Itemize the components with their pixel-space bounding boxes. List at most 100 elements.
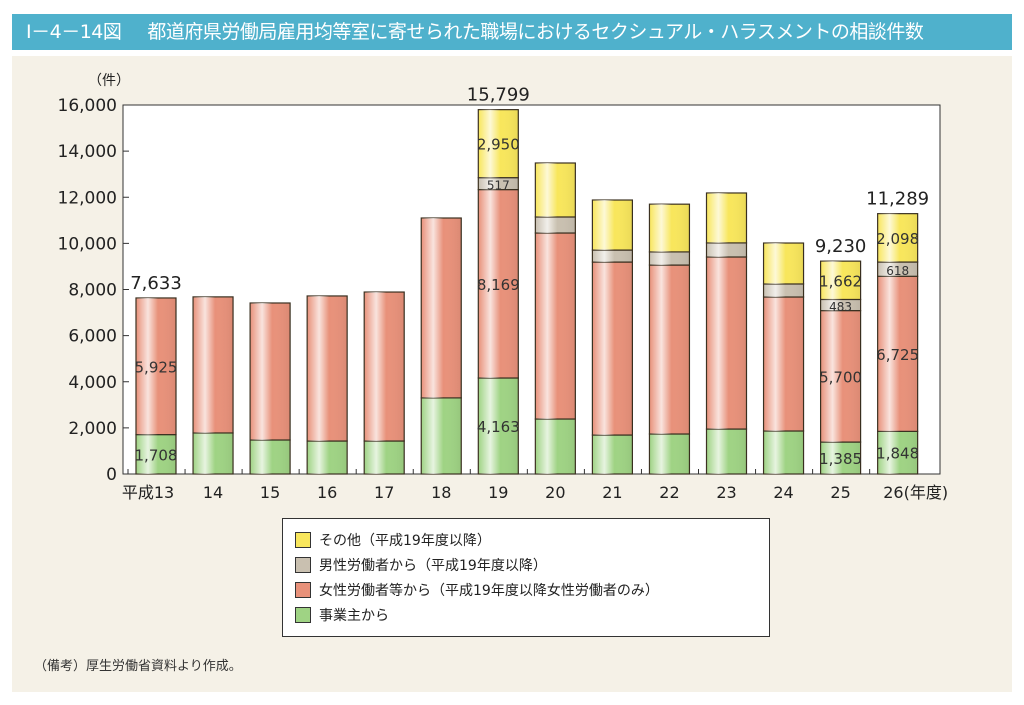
bar-highlight bbox=[535, 216, 576, 233]
data-label: 6,725 bbox=[876, 346, 919, 364]
bar-highlight bbox=[307, 295, 348, 442]
bar-highlight bbox=[535, 232, 576, 419]
data-label: 1,662 bbox=[819, 272, 862, 290]
bar-highlight bbox=[364, 441, 405, 474]
bar-highlight bbox=[763, 430, 804, 474]
bar-highlight bbox=[649, 204, 690, 252]
bar-highlight bbox=[136, 297, 176, 435]
figure-number: Ⅰ－4－14図 bbox=[26, 21, 122, 43]
x-tick-label: 14 bbox=[203, 483, 223, 502]
bar-highlight bbox=[706, 429, 747, 474]
bar-highlight bbox=[307, 441, 348, 474]
total-label: 15,799 bbox=[467, 85, 530, 106]
x-tick-label: 平成13 bbox=[122, 483, 174, 502]
x-tick-label: 22 bbox=[659, 483, 679, 502]
data-label: 1,848 bbox=[876, 445, 919, 463]
bar-highlight bbox=[877, 431, 918, 474]
legend-item: その他（平成19年度以降） bbox=[295, 527, 769, 552]
data-label: 4,163 bbox=[477, 418, 520, 436]
bar-highlight bbox=[877, 262, 918, 277]
bar-highlight bbox=[706, 192, 747, 243]
bar-highlight bbox=[649, 433, 690, 474]
bar-highlight bbox=[421, 397, 462, 474]
figure-title-text: 都道府県労働局雇用均等室に寄せられた職場におけるセクシュアル・ハラスメントの相談… bbox=[147, 21, 924, 43]
bar-highlight bbox=[250, 302, 291, 440]
bar-highlight bbox=[649, 265, 690, 434]
legend-item: 男性労働者から（平成19年度以降） bbox=[295, 552, 769, 577]
legend-item: 事業主から bbox=[295, 602, 769, 627]
legend-swatch bbox=[295, 531, 311, 548]
data-label: 1,385 bbox=[819, 450, 862, 468]
bar-highlight bbox=[763, 243, 804, 284]
figure-title: Ⅰ－4－14図 都道府県労働局雇用均等室に寄せられた職場におけるセクシュアル・ハラ… bbox=[12, 14, 1012, 50]
y-axis-unit: （件） bbox=[88, 73, 130, 89]
x-tick-label: 21 bbox=[602, 483, 622, 502]
x-tick-label: 18 bbox=[431, 483, 451, 502]
bar-highlight bbox=[706, 256, 747, 430]
data-label: 5,700 bbox=[819, 368, 862, 386]
x-tick-label: 17 bbox=[374, 483, 394, 502]
bar-highlight bbox=[364, 292, 405, 442]
bar-highlight bbox=[877, 276, 918, 432]
data-label: 618 bbox=[886, 264, 909, 278]
y-tick-label: 8,000 bbox=[68, 281, 117, 301]
bar-highlight bbox=[820, 310, 861, 443]
bar-highlight bbox=[592, 435, 633, 474]
x-tick-label: 20 bbox=[545, 483, 565, 502]
x-tick-label: 26(年度) bbox=[883, 483, 948, 502]
y-tick-label: 10,000 bbox=[58, 234, 117, 254]
bar-highlight bbox=[193, 296, 234, 433]
bar-highlight bbox=[592, 200, 633, 251]
y-tick-label: 0 bbox=[106, 465, 117, 485]
y-tick-label: 12,000 bbox=[58, 188, 117, 208]
data-label: 2,098 bbox=[876, 230, 919, 248]
total-label: 7,633 bbox=[130, 273, 182, 294]
x-tick-label: 23 bbox=[716, 483, 736, 502]
bar-highlight bbox=[136, 434, 176, 474]
data-label: 8,169 bbox=[477, 276, 520, 294]
bar-highlight bbox=[478, 377, 519, 474]
bar-highlight bbox=[763, 296, 804, 431]
data-label: 517 bbox=[487, 179, 510, 193]
bar-highlight bbox=[592, 250, 633, 263]
y-tick-label: 4,000 bbox=[68, 373, 117, 393]
legend-label: 事業主から bbox=[319, 607, 389, 624]
bar-highlight bbox=[820, 299, 861, 311]
x-tick-label: 16 bbox=[317, 483, 337, 502]
y-tick-label: 2,000 bbox=[68, 419, 117, 439]
data-label: 483 bbox=[829, 300, 852, 314]
bar-highlight bbox=[478, 189, 519, 378]
plot-area bbox=[122, 104, 941, 475]
x-tick-label: 19 bbox=[488, 483, 508, 502]
legend: その他（平成19年度以降） 男性労働者から（平成19年度以降） 女性労働者等から（平… bbox=[282, 518, 770, 637]
y-tick-label: 16,000 bbox=[58, 96, 117, 116]
legend-swatch bbox=[295, 606, 311, 623]
source-note: （備考）厚生労働省資料より作成。 bbox=[34, 659, 242, 674]
bar-highlight bbox=[535, 418, 576, 474]
bar-highlight bbox=[820, 261, 861, 300]
x-tick-label: 15 bbox=[260, 483, 280, 502]
bar-highlight bbox=[649, 251, 690, 266]
x-tick-label: 25 bbox=[830, 483, 850, 502]
bar-highlight bbox=[763, 283, 804, 297]
legend-item: 女性労働者等から（平成19年度以降女性労働者のみ） bbox=[295, 577, 769, 602]
legend-label: その他（平成19年度以降） bbox=[319, 532, 491, 549]
legend-label: 女性労働者等から（平成19年度以降女性労働者のみ） bbox=[319, 582, 659, 599]
data-label: 2,950 bbox=[477, 136, 520, 154]
total-label: 11,289 bbox=[866, 189, 929, 210]
legend-label: 男性労働者から（平成19年度以降） bbox=[319, 557, 547, 574]
bar-highlight bbox=[820, 442, 861, 474]
legend-swatch bbox=[295, 581, 311, 598]
bar-highlight bbox=[478, 177, 519, 190]
bar-highlight bbox=[706, 242, 747, 257]
bar-highlight bbox=[193, 432, 234, 474]
y-tick-label: 6,000 bbox=[68, 327, 117, 347]
data-label: 5,925 bbox=[135, 358, 178, 376]
bar-highlight bbox=[535, 163, 576, 217]
bar-highlight bbox=[478, 109, 519, 178]
y-tick-label: 14,000 bbox=[58, 142, 117, 162]
total-label: 9,230 bbox=[815, 236, 867, 257]
legend-swatch bbox=[295, 556, 311, 573]
bar-highlight bbox=[250, 439, 291, 474]
